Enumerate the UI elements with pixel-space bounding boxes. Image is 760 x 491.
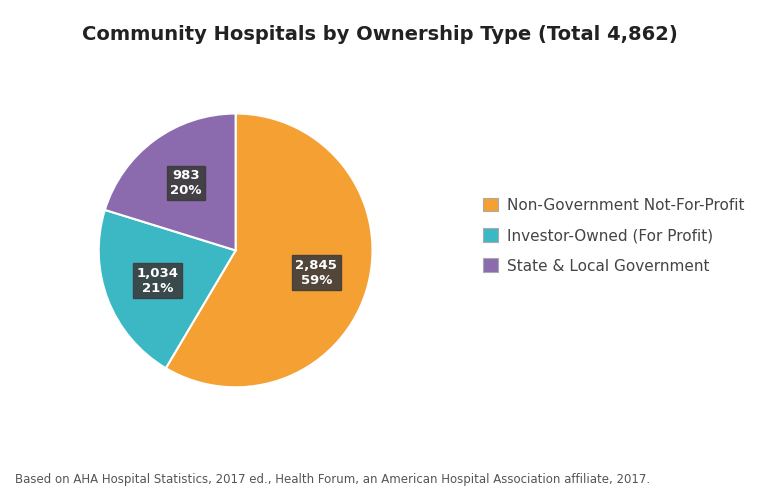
Legend: Non-Government Not-For-Profit, Investor-Owned (For Profit), State & Local Govern: Non-Government Not-For-Profit, Investor-… [475,190,752,281]
Wedge shape [166,113,372,387]
Text: Community Hospitals by Ownership Type (Total 4,862): Community Hospitals by Ownership Type (T… [82,25,678,44]
Text: 1,034
21%: 1,034 21% [137,267,179,295]
Text: Based on AHA Hospital Statistics, 2017 ed., Health Forum, an American Hospital A: Based on AHA Hospital Statistics, 2017 e… [15,473,651,486]
Wedge shape [105,113,236,250]
Text: 983
20%: 983 20% [170,169,201,197]
Text: 2,845
59%: 2,845 59% [296,259,337,287]
Wedge shape [99,210,236,368]
